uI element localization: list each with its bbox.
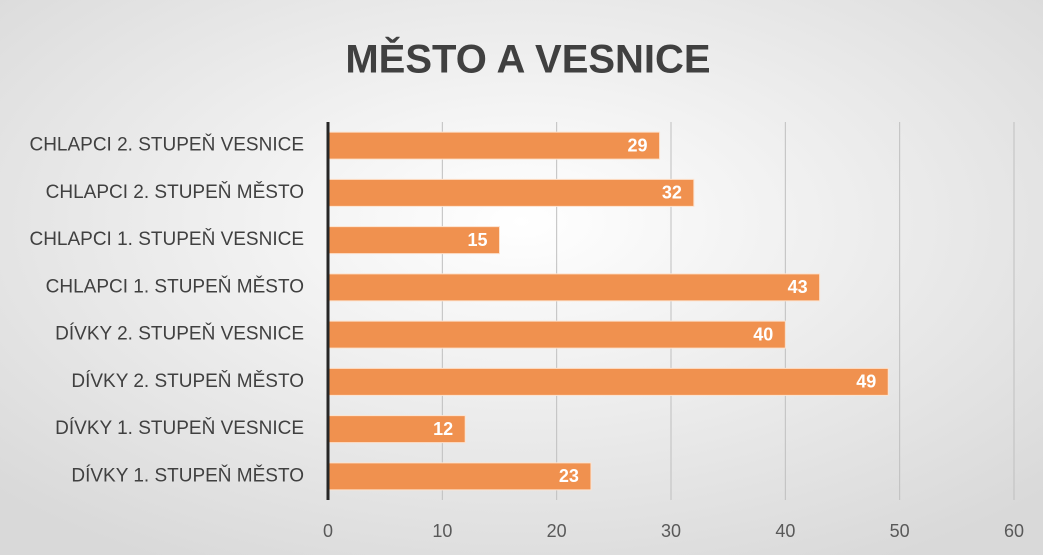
data-label: 49	[856, 372, 876, 392]
data-label: 32	[662, 183, 682, 203]
data-label: 15	[467, 230, 487, 250]
y-tick-label: DÍVKY 2. STUPEŇ MĚSTO	[71, 370, 304, 392]
x-tick-label: 50	[890, 521, 910, 541]
data-label: 40	[753, 324, 773, 344]
bar	[327, 131, 661, 160]
bar	[327, 320, 786, 349]
y-tick-label: DÍVKY 1. STUPEŇ VESNICE	[55, 417, 304, 439]
x-tick-label: 60	[1004, 521, 1024, 541]
data-label: 29	[628, 135, 648, 155]
y-tick-label: DÍVKY 2. STUPEŇ VESNICE	[55, 323, 304, 345]
y-tick-label: CHLAPCI 1. STUPEŇ VESNICE	[29, 228, 304, 250]
data-label: 12	[433, 419, 453, 439]
x-tick-label: 30	[661, 521, 681, 541]
data-label: 43	[788, 277, 808, 297]
y-tick-label: CHLAPCI 2. STUPEŇ VESNICE	[29, 134, 304, 156]
x-tick-label: 0	[323, 521, 333, 541]
bar	[327, 462, 592, 491]
x-tick-label: 20	[547, 521, 567, 541]
bar	[327, 367, 889, 396]
chart-title: MĚSTO A VESNICE	[345, 36, 710, 82]
bar	[327, 226, 500, 255]
y-tick-label: CHLAPCI 2. STUPEŇ MĚSTO	[46, 181, 304, 203]
data-label: 23	[559, 466, 579, 486]
bar	[327, 178, 695, 207]
y-tick-label: CHLAPCI 1. STUPEŇ MĚSTO	[46, 275, 304, 297]
x-tick-label: 40	[775, 521, 795, 541]
x-tick-label: 10	[432, 521, 452, 541]
bar	[327, 273, 821, 302]
y-tick-label: DÍVKY 1. STUPEŇ MĚSTO	[71, 464, 304, 486]
